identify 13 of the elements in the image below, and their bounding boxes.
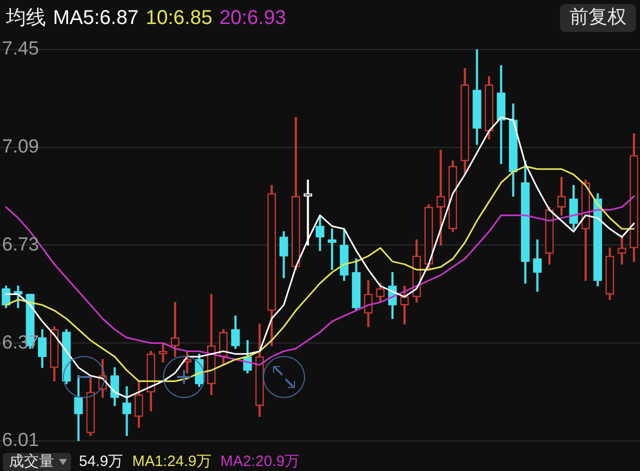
y-tick-label: 6.01 — [2, 430, 39, 452]
text: MA2:20.9万 — [220, 453, 300, 471]
y-tick-label: 7.45 — [2, 38, 39, 60]
text: 10:6.85 — [146, 7, 212, 29]
candlestick — [436, 150, 446, 246]
dropdown-field: 成交量 — [3, 453, 71, 471]
y-tick-label: 7.09 — [2, 136, 39, 158]
text: 54.9万 — [79, 453, 124, 471]
text: MA5:6.87 — [53, 7, 139, 29]
text: 20:6.93 — [219, 7, 286, 29]
legend-title: 均线 — [6, 7, 46, 29]
text: MA1:24.9万 — [132, 453, 212, 471]
y-tick-label: 6.73 — [2, 234, 39, 256]
